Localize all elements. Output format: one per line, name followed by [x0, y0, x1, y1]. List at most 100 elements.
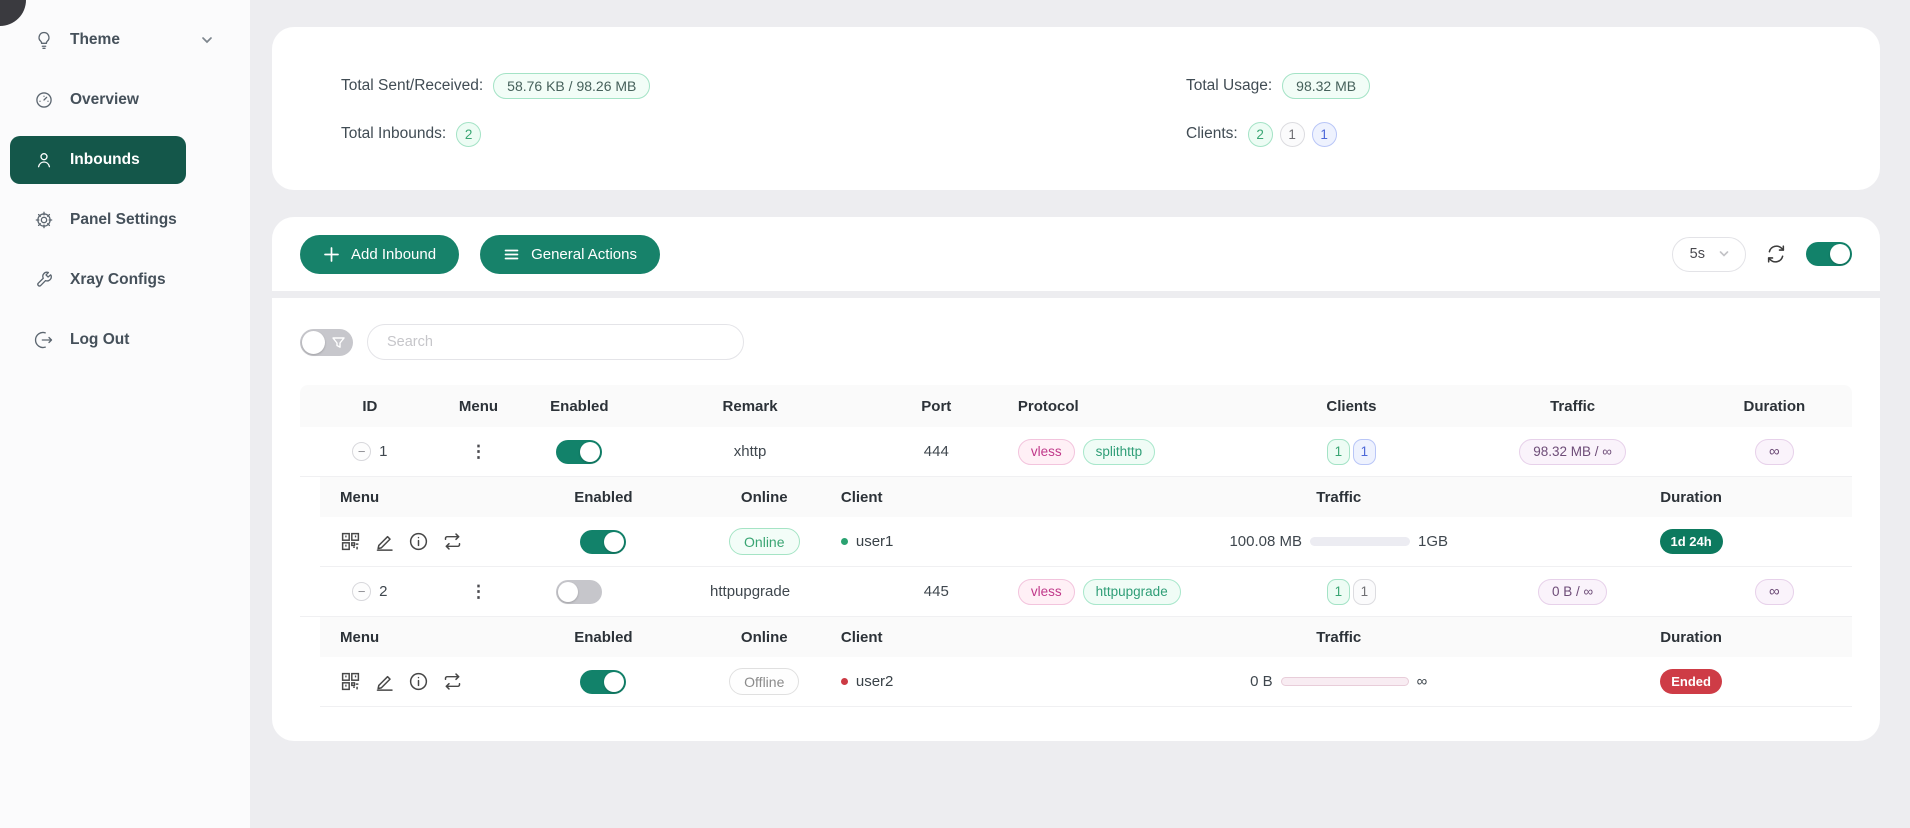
- stats-card: Total Sent/Received: 58.76 KB / 98.26 MB…: [272, 27, 1880, 190]
- stat-count-badge: 2: [456, 121, 482, 147]
- column-header-traffic: Traffic: [1550, 397, 1596, 415]
- inbound-id: 1: [379, 443, 388, 460]
- clients-table-header: Menu Enabled Online Client Traffic Durat…: [320, 477, 1852, 517]
- inbound-row: − 2 ⋮ httpupgrade 445 vless httpupgrade …: [300, 567, 1852, 617]
- online-status-badge: Online: [729, 528, 800, 555]
- client-row: Online user1 100.08 MB 1GB 1d 24h: [320, 517, 1852, 567]
- stat-clients: Clients: 2 1 1: [1186, 119, 1880, 149]
- client-count-badge: 1: [1352, 438, 1376, 465]
- duration-badge: ∞: [1754, 438, 1794, 465]
- main-content: Total Sent/Received: 58.76 KB / 98.26 MB…: [250, 0, 1910, 828]
- inbound-id: 2: [379, 583, 388, 600]
- client-enabled-toggle[interactable]: [580, 669, 627, 694]
- inbound-expanded-clients: Menu Enabled Online Client Traffic Durat…: [300, 617, 1852, 707]
- sub-column-header-client: Client: [840, 628, 883, 646]
- client-name: user1: [855, 533, 894, 550]
- collapse-row-button[interactable]: −: [352, 442, 372, 461]
- traffic-progress-bar: [1310, 537, 1410, 546]
- user-icon: [34, 150, 54, 170]
- toolbar: Add Inbound General Actions 5s: [272, 217, 1880, 291]
- sidebar-item-xray-configs[interactable]: Xray Configs: [10, 256, 186, 304]
- protocol-tag: vless: [1017, 438, 1075, 465]
- sidebar-item-log-out[interactable]: Log Out: [10, 316, 186, 364]
- general-actions-button[interactable]: General Actions: [480, 234, 660, 274]
- gear-icon: [34, 210, 54, 230]
- sidebar-item-overview[interactable]: Overview: [10, 76, 186, 124]
- edit-icon[interactable]: [374, 531, 395, 552]
- sidebar-item-label: Log Out: [70, 331, 130, 348]
- row-menu-button[interactable]: ⋮: [469, 582, 487, 601]
- row-menu-button[interactable]: ⋮: [469, 442, 487, 461]
- inbound-enabled-toggle[interactable]: [556, 579, 603, 604]
- chevron-down-icon: [200, 33, 214, 47]
- sidebar-item-label: Theme: [70, 31, 120, 48]
- protocol-tag: vless: [1017, 578, 1075, 605]
- qr-code-icon[interactable]: [340, 531, 361, 552]
- sidebar-item-label: Xray Configs: [70, 271, 166, 288]
- client-name: user2: [855, 673, 894, 690]
- client-traffic-quota: 1GB: [1418, 533, 1449, 550]
- refresh-icon[interactable]: [1765, 243, 1787, 265]
- duration-badge: ∞: [1754, 578, 1794, 605]
- plus-icon: [323, 246, 340, 263]
- column-header-duration: Duration: [1743, 397, 1806, 415]
- section-divider: [272, 291, 1880, 298]
- table-header: ID Menu Enabled Remark Port Protocol Cli…: [300, 385, 1852, 427]
- protocol-tag: splithttp: [1082, 438, 1156, 465]
- client-count-badge: 1: [1352, 578, 1376, 605]
- sub-column-header-traffic: Traffic: [1316, 488, 1362, 506]
- stat-total-usage: Total Usage: 98.32 MB: [1186, 71, 1880, 101]
- inbounds-panel: Add Inbound General Actions 5s: [272, 217, 1880, 741]
- sidebar-item-label: Panel Settings: [70, 211, 177, 228]
- sidebar-item-theme[interactable]: Theme: [10, 16, 212, 64]
- client-enabled-toggle[interactable]: [580, 529, 627, 554]
- stat-value-badge: 98.32 MB: [1282, 73, 1371, 99]
- search-input[interactable]: [367, 324, 744, 360]
- menu-lines-icon: [503, 246, 520, 263]
- wrench-icon: [34, 270, 54, 290]
- filter-toggle[interactable]: [300, 328, 353, 356]
- sidebar-item-panel-settings[interactable]: Panel Settings: [10, 196, 186, 244]
- stat-label: Total Sent/Received:: [341, 77, 484, 94]
- online-status-badge: Offline: [729, 668, 800, 695]
- stat-value-badge: 58.76 KB / 98.26 MB: [493, 73, 651, 99]
- column-header-clients: Clients: [1326, 397, 1377, 415]
- traffic-badge: 0 B / ∞: [1538, 578, 1608, 605]
- qr-code-icon[interactable]: [340, 671, 361, 692]
- add-inbound-button[interactable]: Add Inbound: [300, 234, 460, 274]
- sub-column-header-enabled: Enabled: [574, 488, 633, 506]
- sub-column-header-duration: Duration: [1660, 628, 1722, 646]
- inbound-port: 444: [923, 443, 949, 460]
- sub-column-header-enabled: Enabled: [574, 628, 633, 646]
- client-count-badge: 1: [1326, 578, 1350, 605]
- clients-table-header: Menu Enabled Online Client Traffic Durat…: [320, 617, 1852, 657]
- collapse-row-button[interactable]: −: [352, 582, 372, 601]
- reset-traffic-icon[interactable]: [442, 671, 463, 692]
- sub-column-header-duration: Duration: [1660, 488, 1722, 506]
- refresh-interval-select[interactable]: 5s: [1671, 236, 1746, 272]
- reset-traffic-icon[interactable]: [442, 531, 463, 552]
- auto-refresh-toggle[interactable]: [1806, 242, 1852, 266]
- clients-count-green: 2: [1247, 121, 1273, 147]
- column-header-id: ID: [362, 397, 378, 415]
- column-header-protocol: Protocol: [1017, 397, 1079, 415]
- client-row: Offline user2 0 B ∞ Ended: [320, 657, 1852, 707]
- client-traffic-quota: ∞: [1416, 673, 1428, 690]
- sub-column-header-online: Online: [740, 628, 788, 646]
- inbound-enabled-toggle[interactable]: [556, 439, 603, 464]
- client-count-badge: 1: [1326, 438, 1350, 465]
- sub-column-header-online: Online: [740, 488, 788, 506]
- clients-count-gray: 1: [1279, 121, 1305, 147]
- sidebar-item-inbounds[interactable]: Inbounds: [10, 136, 186, 184]
- column-header-remark: Remark: [722, 397, 778, 415]
- stat-label: Total Usage:: [1186, 77, 1273, 94]
- info-icon[interactable]: [408, 671, 429, 692]
- client-traffic-used: 100.08 MB: [1229, 533, 1302, 550]
- edit-icon[interactable]: [374, 671, 395, 692]
- inbound-remark: httpupgrade: [710, 583, 791, 600]
- client-duration-badge: 1d 24h: [1659, 529, 1723, 554]
- info-icon[interactable]: [408, 531, 429, 552]
- client-duration-badge: Ended: [1660, 669, 1722, 694]
- filter-funnel-icon: [331, 335, 346, 350]
- sidebar-item-label: Overview: [70, 91, 139, 108]
